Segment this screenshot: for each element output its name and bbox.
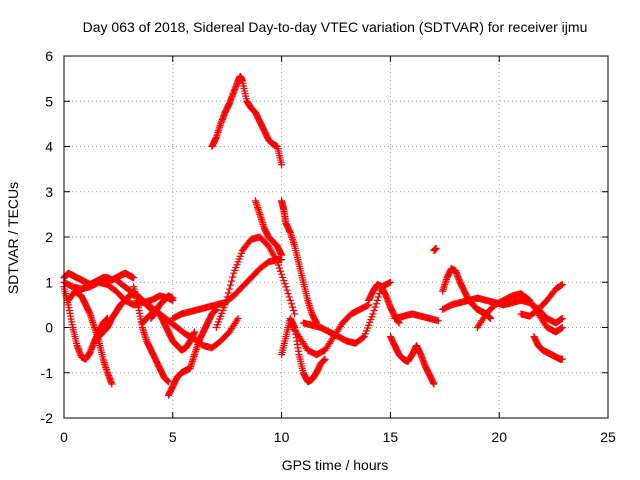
data-point [234, 314, 242, 322]
data-point [432, 244, 440, 252]
series-arc-17 [286, 301, 373, 359]
data-point [275, 264, 283, 272]
series-arc-14 [251, 197, 286, 259]
data-point [278, 270, 286, 278]
data-point [169, 294, 177, 302]
data-point [290, 307, 298, 315]
data-point [558, 355, 566, 363]
data-point [278, 161, 286, 169]
data-point [558, 314, 566, 322]
x-tick-label: 0 [60, 429, 68, 445]
data-point [486, 314, 494, 322]
data-point [191, 328, 199, 336]
series-arc-15 [278, 197, 320, 327]
data-point [287, 300, 295, 308]
x-axis-label: GPS time / hours [282, 457, 389, 473]
data-point [430, 380, 438, 388]
data-point [284, 290, 292, 298]
y-tick-label: 6 [45, 48, 53, 64]
data-layer [60, 72, 566, 399]
data-point [277, 267, 285, 275]
data-point [222, 297, 230, 305]
x-tick-label: 25 [600, 429, 616, 445]
data-point [279, 273, 287, 281]
y-tick-label: 4 [45, 139, 53, 155]
data-point [285, 293, 293, 301]
data-point [280, 277, 288, 285]
data-point [371, 303, 379, 311]
y-tick-label: 2 [45, 229, 53, 245]
data-point [281, 280, 289, 288]
y-tick-label: 0 [45, 320, 53, 336]
data-point [374, 293, 382, 301]
y-tick-label: 3 [45, 184, 53, 200]
series-arc-22 [430, 244, 440, 255]
plot-frame [63, 55, 609, 419]
series-arc-16 [278, 314, 329, 386]
y-tick-label: -1 [41, 365, 54, 381]
data-point [291, 310, 299, 318]
series-arc-21 [391, 310, 442, 325]
data-point [274, 261, 282, 269]
series-arc-12 [208, 72, 286, 169]
x-tick-label: 15 [383, 429, 399, 445]
data-point [373, 296, 381, 304]
series-arc-10 [164, 305, 220, 399]
data-point [288, 303, 296, 311]
data-point [221, 301, 229, 309]
data-point [283, 286, 291, 294]
data-point [359, 333, 367, 341]
data-point [386, 278, 394, 286]
series-arc-27 [517, 281, 566, 320]
series-arc-18 [299, 278, 394, 347]
series-arc-02 [60, 283, 112, 363]
data-point [233, 316, 241, 324]
data-point [558, 281, 566, 289]
y-tick-label: 1 [45, 274, 53, 290]
data-point [273, 258, 281, 266]
data-point [228, 277, 236, 285]
data-point [224, 289, 232, 297]
data-point [225, 285, 233, 293]
series-arc-20 [386, 333, 438, 388]
chart-title: Day 063 of 2018, Sidereal Day-to-day VTE… [83, 19, 588, 35]
data-point [108, 380, 116, 388]
x-tick-label: 20 [491, 429, 507, 445]
data-point [229, 273, 237, 281]
data-point [370, 307, 378, 315]
series-arc-09 [138, 308, 199, 354]
data-point [558, 324, 566, 331]
y-tick-label: -2 [41, 410, 54, 426]
data-point [164, 378, 172, 386]
data-point [434, 317, 442, 325]
x-tick-label: 10 [274, 429, 290, 445]
series-arc-26 [530, 333, 566, 363]
data-point [226, 281, 234, 289]
data-point [278, 251, 286, 259]
data-point [130, 274, 138, 282]
data-point [223, 293, 231, 301]
series-arc-13 [212, 233, 299, 331]
y-axis-label: SDTVAR / TECUs [5, 182, 21, 294]
series-arc-03 [64, 287, 116, 388]
data-point [369, 310, 377, 318]
y-tick-label: 5 [45, 93, 53, 109]
data-point [372, 300, 380, 308]
data-point [282, 283, 290, 291]
data-point [286, 296, 294, 304]
series-arc-07 [130, 283, 172, 386]
tick-layer: 0 5 10 15 20 25 -2 -1 0 1 2 3 4 5 6 [41, 48, 616, 445]
x-tick-label: 5 [169, 429, 177, 445]
data-point [321, 355, 329, 363]
